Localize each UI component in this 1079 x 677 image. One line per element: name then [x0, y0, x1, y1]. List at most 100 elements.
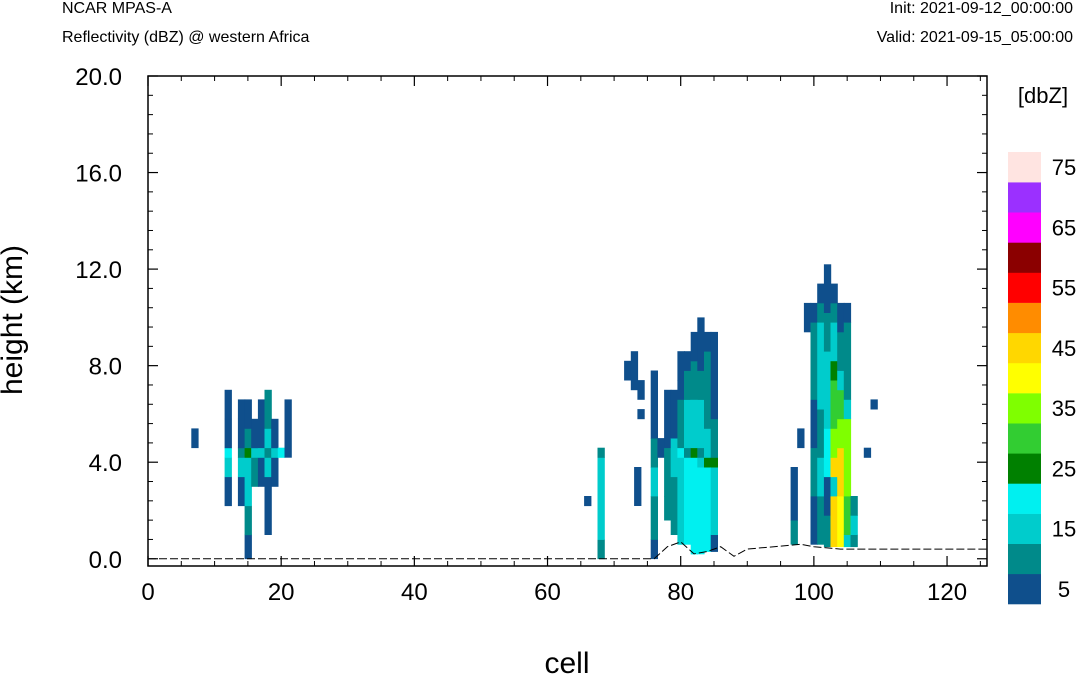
reflectivity-cell	[817, 302, 825, 323]
reflectivity-cell	[637, 380, 645, 400]
reflectivity-cell	[244, 534, 252, 560]
reflectivity-cell	[704, 467, 712, 552]
reflectivity-cell	[863, 447, 872, 458]
plot-axes	[147, 75, 988, 567]
reflectivity-cell	[271, 457, 279, 487]
reflectivity-cell	[264, 428, 272, 449]
x-axis-label: cell	[544, 647, 589, 677]
reflectivity-cell	[264, 457, 272, 478]
colorbar-swatch	[1008, 573, 1041, 605]
colorbar-tick-label: 15	[1052, 517, 1076, 542]
reflectivity-cell	[704, 428, 712, 458]
reflectivity-cell	[264, 447, 272, 458]
reflectivity-cell	[690, 360, 698, 400]
reflectivity-cell	[790, 520, 798, 545]
x-tick-label: 100	[794, 579, 834, 606]
reflectivity-cell	[690, 457, 698, 555]
reflectivity-cell	[677, 399, 685, 449]
reflectivity-cell	[823, 476, 832, 516]
reflectivity-cell	[677, 380, 685, 400]
reflectivity-cell	[697, 447, 705, 458]
colorbar: 5 15 25 35 45 55 65 75	[1008, 152, 1076, 605]
reflectivity-cell	[224, 476, 232, 507]
x-tick-label: 20	[268, 579, 295, 606]
reflectivity-cell	[657, 438, 665, 458]
reflectivity-cell	[597, 539, 605, 560]
y-tick-labels: 0.0 4.0 8.0 12.0 16.0 20.0	[75, 64, 122, 574]
reflectivity-cell	[284, 399, 292, 458]
reflectivity-cell	[823, 351, 832, 429]
reflectivity-cell	[684, 351, 692, 371]
reflectivity-cell	[817, 322, 825, 410]
reflectivity-cell	[264, 476, 272, 535]
colorbar-tick-label: 75	[1052, 155, 1076, 180]
reflectivity-cell	[830, 380, 838, 429]
colorbar-swatch	[1008, 543, 1041, 575]
y-tick-label: 12.0	[75, 257, 122, 284]
reflectivity-cell	[817, 409, 825, 458]
reflectivity-cell	[810, 447, 818, 497]
reflectivity-cell	[843, 322, 852, 400]
reflectivity-cell	[710, 351, 718, 420]
reflectivity-cell	[191, 428, 199, 449]
x-tick-labels: 0 20 40 60 80 100 120	[141, 579, 967, 606]
reflectivity-cell	[257, 399, 266, 449]
reflectivity-cell	[850, 534, 858, 548]
reflectivity-cell	[690, 428, 698, 449]
reflectivity-cells	[191, 264, 878, 560]
reflectivity-cell	[704, 457, 712, 468]
reflectivity-cell	[224, 389, 232, 420]
reflectivity-cell	[843, 399, 852, 420]
reflectivity-cell	[823, 264, 832, 313]
y-tick-label: 4.0	[89, 450, 122, 477]
reflectivity-cell	[710, 418, 718, 458]
reflectivity-cell	[843, 534, 852, 548]
reflectivity-cell	[677, 457, 685, 545]
reflectivity-cell	[257, 447, 266, 458]
y-axis-label: height (km)	[0, 245, 29, 395]
reflectivity-cell	[837, 331, 845, 371]
reflectivity-cell	[237, 399, 246, 420]
colorbar-tick-label: 35	[1052, 396, 1076, 421]
reflectivity-cell	[797, 428, 805, 449]
reflectivity-cell	[823, 515, 832, 548]
colorbar-swatch	[1008, 152, 1041, 183]
reflectivity-cell	[704, 331, 712, 352]
reflectivity-cell	[650, 438, 658, 468]
reflectivity-cell	[251, 457, 259, 487]
colorbar-unit-label: [dbZ]	[1018, 83, 1068, 108]
colorbar-swatch	[1008, 453, 1041, 484]
colorbar-swatch	[1008, 332, 1041, 364]
reflectivity-cell	[697, 399, 705, 449]
reflectivity-cell	[224, 457, 232, 478]
reflectivity-cell	[817, 283, 825, 304]
reflectivity-cell	[850, 496, 858, 516]
reflectivity-cell	[670, 438, 678, 478]
reflectivity-cell	[823, 312, 832, 352]
reflectivity-cell	[837, 496, 845, 548]
reflectivity-cell	[271, 418, 279, 449]
reflectivity-cell	[704, 351, 712, 391]
reflectivity-cell	[830, 360, 838, 381]
reflectivity-cell	[837, 447, 845, 497]
x-tick-label: 40	[401, 579, 428, 606]
reflectivity-cell	[837, 418, 845, 449]
reflectivity-cell	[697, 467, 705, 555]
reflectivity-cell	[697, 317, 705, 352]
reflectivity-cell	[830, 428, 838, 458]
reflectivity-cell	[271, 447, 279, 458]
reflectivity-cell	[664, 389, 672, 449]
reflectivity-cell	[870, 399, 878, 410]
reflectivity-cell	[684, 447, 692, 458]
reflectivity-cell	[710, 331, 718, 352]
init-time: Init: 2021-09-12_00:00:00	[889, 0, 1073, 17]
reflectivity-cell	[664, 496, 672, 521]
reflectivity-cell	[597, 447, 605, 458]
reflectivity-cell	[244, 457, 252, 507]
reflectivity-cell	[697, 370, 705, 400]
x-tick-label: 0	[141, 579, 154, 606]
reflectivity-cell	[710, 457, 718, 468]
colorbar-swatch	[1008, 302, 1041, 334]
reflectivity-cell	[257, 457, 266, 487]
reflectivity-cell	[670, 476, 678, 535]
